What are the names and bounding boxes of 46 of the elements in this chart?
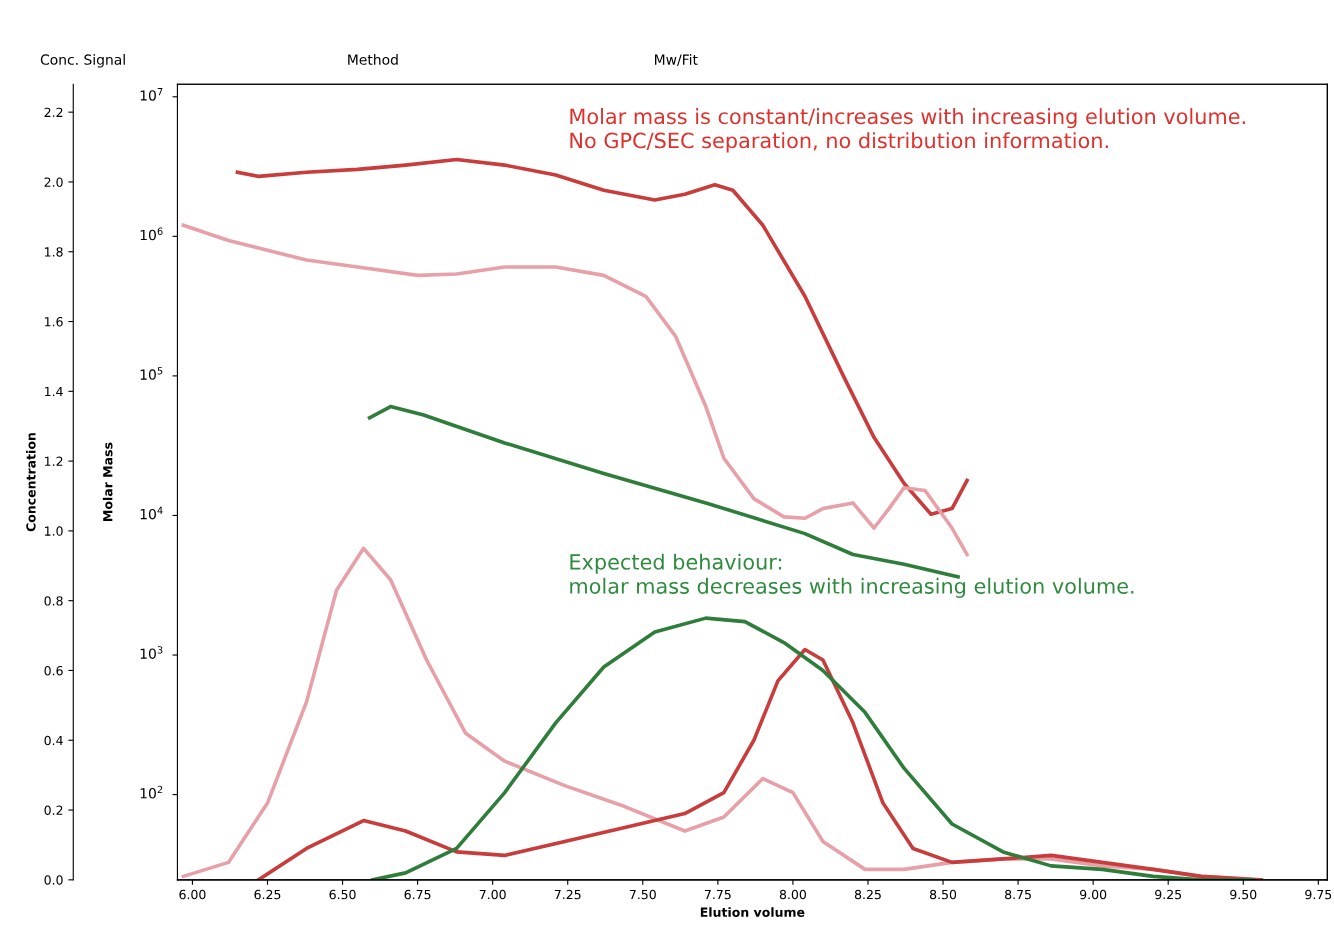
y-tick-label: 0.8 xyxy=(44,596,63,606)
y2-tick-label: 10$^{7}$ xyxy=(140,88,163,101)
y2-tick-label: 10$^{3}$ xyxy=(140,646,163,659)
y-tick-label: 2.2 xyxy=(44,107,63,117)
text: Conc. Signal xyxy=(40,54,125,68)
y-tick-label: 2.0 xyxy=(44,177,63,187)
x-tick-label: 8.50 xyxy=(929,889,957,900)
text: Mw/Fit xyxy=(655,54,698,66)
x-tick-label: 9.00 xyxy=(1080,889,1107,900)
y-tick-label: 1.4 xyxy=(45,386,63,397)
y-tick-label: 1.0 xyxy=(45,526,63,536)
annotation: Expected behaviour: molar mass decreases with increasing elution volume. xyxy=(570,553,1134,598)
line-series xyxy=(235,157,969,517)
x-tick-label: 7.00 xyxy=(479,889,506,900)
x-tick-label: 7.75 xyxy=(704,889,731,900)
y-tick-label: 0.6 xyxy=(44,665,63,676)
x-tick-label: 9.25 xyxy=(1155,889,1182,900)
y2-axis-title: Molar Mass xyxy=(102,442,113,521)
line-series xyxy=(370,616,1255,880)
text: Method xyxy=(348,54,398,65)
y2-tick-label: 10$^{2}$ xyxy=(140,785,163,799)
line-series xyxy=(367,404,960,579)
y2-tick-label: 10$^{6}$ xyxy=(140,227,163,241)
y-tick-label: 0.2 xyxy=(44,805,63,815)
x-axis-title: Elution volume xyxy=(700,907,805,917)
x-tick-label: 7.25 xyxy=(554,889,581,900)
x-tick-label: 8.00 xyxy=(779,889,806,900)
x-tick-label: 9.75 xyxy=(1305,889,1332,900)
y-tick-label: 1.8 xyxy=(45,247,63,257)
x-tick-label: 9.50 xyxy=(1230,889,1257,900)
annotation: Molar mass is constant/increases with increasing elution volume. No GPC/SEC separation, no distribution information. xyxy=(570,108,1245,153)
line-series xyxy=(256,647,1264,880)
x-tick-label: 6.75 xyxy=(404,889,431,900)
x-tick-label: 6.00 xyxy=(179,889,206,900)
y2-tick-label: 10$^{4}$ xyxy=(140,506,163,520)
x-tick-label: 8.75 xyxy=(1005,889,1031,900)
x-tick-label: 8.25 xyxy=(854,889,881,900)
y-tick-label: 1.6 xyxy=(45,317,63,327)
x-tick-label: 6.50 xyxy=(329,889,356,900)
y2-tick-label: 10$^{5}$ xyxy=(140,367,163,380)
y-axis-title: Concentration xyxy=(26,433,36,532)
y-tick-label: 1.2 xyxy=(45,456,63,466)
x-tick-label: 7.50 xyxy=(629,889,656,900)
x-tick-label: 6.25 xyxy=(254,889,281,900)
y-tick-label: 0.0 xyxy=(44,875,63,885)
y-tick-label: 0.4 xyxy=(44,735,63,746)
